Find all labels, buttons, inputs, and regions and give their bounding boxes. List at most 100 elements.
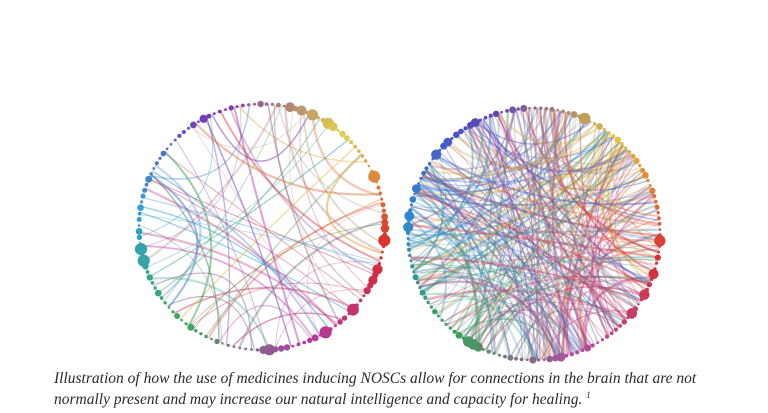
network-link: [421, 174, 661, 242]
network-node: [639, 297, 644, 302]
network-node: [614, 136, 621, 144]
network-node: [255, 348, 260, 352]
network-link: [408, 119, 588, 246]
network-link: [409, 214, 577, 354]
network-link: [407, 239, 626, 323]
network-link: [408, 242, 659, 252]
network-link: [425, 168, 582, 352]
network-node: [224, 108, 227, 111]
network-node: [654, 199, 658, 204]
network-node: [618, 324, 622, 328]
network-node: [190, 121, 197, 129]
network-link: [140, 245, 315, 340]
network-node: [146, 274, 153, 281]
network-link: [542, 280, 645, 360]
network-link: [419, 280, 563, 358]
network-link: [582, 194, 655, 350]
network-link: [449, 288, 622, 329]
network-link: [409, 215, 660, 243]
network-link: [529, 107, 573, 355]
network-node: [514, 356, 518, 361]
network-link: [548, 108, 609, 337]
network-node: [590, 343, 595, 348]
network-node: [429, 305, 433, 309]
network-link: [218, 304, 312, 343]
network-node: [145, 270, 150, 274]
network-link: [414, 192, 608, 338]
network-node: [353, 144, 357, 149]
network-link: [415, 189, 637, 309]
network-node: [649, 187, 656, 194]
network-node: [349, 140, 353, 145]
network-node: [169, 143, 173, 146]
network-link: [564, 112, 655, 274]
network-node: [152, 167, 156, 170]
network-link: [138, 231, 338, 326]
network-link: [466, 127, 555, 359]
network-link: [475, 121, 592, 145]
network-link: [553, 109, 648, 291]
network-link: [410, 257, 511, 358]
network-link: [580, 223, 660, 351]
left-network-diagram: [134, 100, 391, 356]
network-link: [410, 255, 656, 270]
network-link: [207, 201, 383, 339]
network-node: [282, 104, 286, 108]
network-node: [533, 106, 537, 110]
network-link: [578, 144, 625, 350]
network-link: [414, 191, 478, 346]
network-link: [420, 177, 512, 359]
network-node: [380, 202, 386, 208]
network-link: [601, 151, 659, 259]
network-node: [364, 159, 368, 163]
network-node: [206, 113, 212, 119]
network-node: [319, 326, 332, 339]
network-link: [311, 114, 382, 197]
network-link: [493, 135, 614, 354]
network-node: [486, 349, 491, 354]
network-link: [414, 271, 579, 353]
network-link: [163, 152, 362, 301]
network-node: [544, 106, 549, 111]
network-link: [167, 296, 255, 350]
network-link: [417, 184, 480, 348]
network-link: [447, 280, 651, 327]
network-link: [410, 256, 642, 303]
network-link: [415, 109, 556, 278]
network-link: [149, 139, 349, 278]
network-link: [462, 147, 628, 340]
network-node: [507, 354, 514, 361]
network-link: [438, 151, 615, 332]
network-node: [463, 336, 474, 347]
network-link: [476, 121, 565, 357]
network-link: [477, 108, 552, 348]
network-node: [194, 329, 198, 333]
network-node: [159, 296, 164, 300]
network-node: [605, 334, 610, 339]
network-link: [422, 113, 500, 296]
network-link: [522, 108, 542, 360]
network-node: [649, 277, 654, 282]
network-link: [139, 214, 380, 263]
network-link: [551, 109, 660, 225]
network-link: [566, 147, 627, 356]
network-node: [341, 315, 348, 321]
network-node: [503, 354, 507, 359]
network-link: [484, 258, 658, 351]
network-node: [276, 102, 281, 108]
network-link: [515, 109, 590, 349]
network-link: [494, 204, 658, 355]
network-link: [539, 108, 639, 306]
network-link: [139, 115, 214, 238]
network-link: [190, 282, 367, 328]
network-node: [140, 193, 146, 199]
network-link: [418, 113, 575, 193]
network-node: [421, 170, 426, 176]
network-link: [539, 108, 599, 343]
network-link: [467, 108, 531, 342]
network-link: [277, 104, 385, 214]
network-link: [579, 116, 616, 331]
network-link: [173, 286, 355, 315]
network-link: [427, 146, 625, 303]
network-link: [478, 119, 629, 173]
